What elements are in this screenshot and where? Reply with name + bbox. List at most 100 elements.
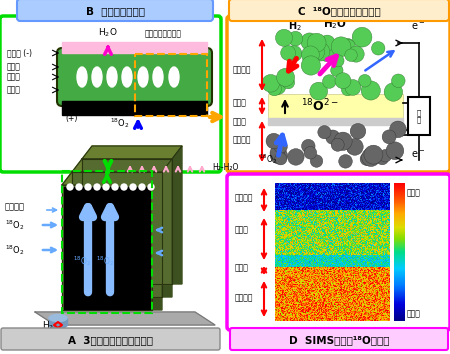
Bar bbox=[49, 318, 67, 325]
Circle shape bbox=[267, 82, 282, 96]
Circle shape bbox=[331, 138, 344, 151]
Text: 電解質: 電解質 bbox=[233, 98, 247, 108]
Circle shape bbox=[331, 64, 343, 76]
Ellipse shape bbox=[77, 67, 87, 87]
Polygon shape bbox=[35, 312, 215, 325]
Circle shape bbox=[275, 153, 287, 165]
FancyBboxPatch shape bbox=[227, 16, 450, 172]
Ellipse shape bbox=[92, 67, 102, 87]
FancyBboxPatch shape bbox=[1, 328, 220, 350]
Ellipse shape bbox=[49, 314, 67, 321]
Text: $^{18}$O$_2$: $^{18}$O$_2$ bbox=[5, 243, 25, 257]
Text: 燃料極極: 燃料極極 bbox=[235, 194, 253, 202]
Circle shape bbox=[302, 46, 319, 64]
Circle shape bbox=[274, 140, 288, 153]
Text: インターコネクト: インターコネクト bbox=[145, 29, 182, 39]
Text: D  SIMSによる¹⁸Oの分布: D SIMSによる¹⁸Oの分布 bbox=[289, 335, 389, 345]
Text: $^{18}$O$_2$: $^{18}$O$_2$ bbox=[5, 218, 25, 232]
Circle shape bbox=[346, 142, 359, 154]
Circle shape bbox=[286, 46, 302, 62]
Circle shape bbox=[275, 29, 292, 46]
Circle shape bbox=[103, 184, 109, 190]
Text: H$_2$: H$_2$ bbox=[42, 319, 54, 331]
Text: 燃料極極: 燃料極極 bbox=[233, 65, 252, 74]
Bar bbox=[135, 54, 207, 116]
Text: 中間層: 中間層 bbox=[235, 263, 249, 273]
Polygon shape bbox=[172, 146, 182, 284]
Circle shape bbox=[382, 130, 396, 144]
Text: $^{18}$O$_2$: $^{18}$O$_2$ bbox=[96, 255, 114, 268]
Polygon shape bbox=[62, 172, 162, 185]
Text: 空気極極: 空気極極 bbox=[235, 293, 253, 303]
Circle shape bbox=[343, 40, 355, 52]
Text: C  ¹⁸Oのイオン化と拡散: C ¹⁸Oのイオン化と拡散 bbox=[297, 6, 380, 16]
Text: 中間層: 中間層 bbox=[7, 73, 21, 81]
Circle shape bbox=[307, 33, 326, 52]
Text: H$_2$: H$_2$ bbox=[288, 19, 302, 33]
Text: 抵
抗: 抵 抗 bbox=[417, 109, 421, 123]
Circle shape bbox=[270, 147, 288, 164]
Circle shape bbox=[318, 45, 335, 61]
Circle shape bbox=[332, 55, 344, 67]
Circle shape bbox=[350, 124, 366, 139]
Circle shape bbox=[334, 132, 352, 150]
Circle shape bbox=[85, 184, 91, 190]
Polygon shape bbox=[82, 159, 172, 284]
Polygon shape bbox=[72, 159, 172, 172]
Circle shape bbox=[386, 142, 404, 160]
FancyBboxPatch shape bbox=[230, 328, 448, 350]
Circle shape bbox=[266, 133, 282, 149]
Circle shape bbox=[301, 56, 320, 75]
Text: 空気極極: 空気極極 bbox=[5, 202, 25, 211]
Bar bbox=[62, 101, 207, 115]
Circle shape bbox=[339, 155, 352, 168]
Circle shape bbox=[345, 49, 357, 62]
Bar bbox=[268, 118, 403, 125]
Circle shape bbox=[310, 155, 323, 167]
Circle shape bbox=[310, 82, 328, 100]
Polygon shape bbox=[82, 146, 182, 159]
Circle shape bbox=[262, 74, 279, 92]
Circle shape bbox=[288, 31, 303, 46]
Circle shape bbox=[67, 184, 73, 190]
Circle shape bbox=[308, 44, 324, 61]
Circle shape bbox=[348, 46, 364, 62]
Circle shape bbox=[361, 81, 380, 100]
Text: 空気極極: 空気極極 bbox=[233, 136, 252, 144]
Circle shape bbox=[352, 27, 372, 47]
FancyBboxPatch shape bbox=[0, 16, 221, 172]
Text: 電解質: 電解質 bbox=[7, 63, 21, 72]
FancyBboxPatch shape bbox=[227, 174, 450, 330]
Text: $^{18}$O$_2$: $^{18}$O$_2$ bbox=[110, 116, 130, 131]
Circle shape bbox=[148, 184, 154, 190]
Circle shape bbox=[121, 184, 127, 190]
Circle shape bbox=[270, 146, 284, 160]
Ellipse shape bbox=[49, 321, 67, 329]
Text: H$_2$O: H$_2$O bbox=[323, 17, 347, 31]
Circle shape bbox=[335, 73, 351, 89]
Circle shape bbox=[94, 184, 100, 190]
Text: 燃料極 (-): 燃料極 (-) bbox=[7, 48, 32, 57]
Text: e$^-$: e$^-$ bbox=[411, 21, 425, 32]
Polygon shape bbox=[152, 172, 162, 310]
Circle shape bbox=[359, 74, 371, 87]
Circle shape bbox=[379, 149, 392, 162]
Circle shape bbox=[346, 138, 363, 155]
Circle shape bbox=[282, 76, 295, 89]
FancyBboxPatch shape bbox=[17, 0, 213, 21]
Text: $^{18}$O$_2$: $^{18}$O$_2$ bbox=[259, 153, 277, 166]
Circle shape bbox=[269, 78, 286, 95]
Ellipse shape bbox=[169, 67, 179, 87]
Circle shape bbox=[372, 41, 385, 55]
Ellipse shape bbox=[122, 67, 132, 87]
Ellipse shape bbox=[153, 67, 163, 87]
Text: A  3セルスタックの概念図: A 3セルスタックの概念図 bbox=[68, 335, 153, 345]
Circle shape bbox=[288, 149, 304, 165]
Polygon shape bbox=[162, 159, 172, 297]
Circle shape bbox=[112, 184, 118, 190]
Circle shape bbox=[326, 130, 340, 144]
Ellipse shape bbox=[107, 67, 117, 87]
Bar bbox=[62, 171, 152, 313]
Text: (+): (+) bbox=[65, 114, 77, 124]
Circle shape bbox=[301, 33, 318, 50]
